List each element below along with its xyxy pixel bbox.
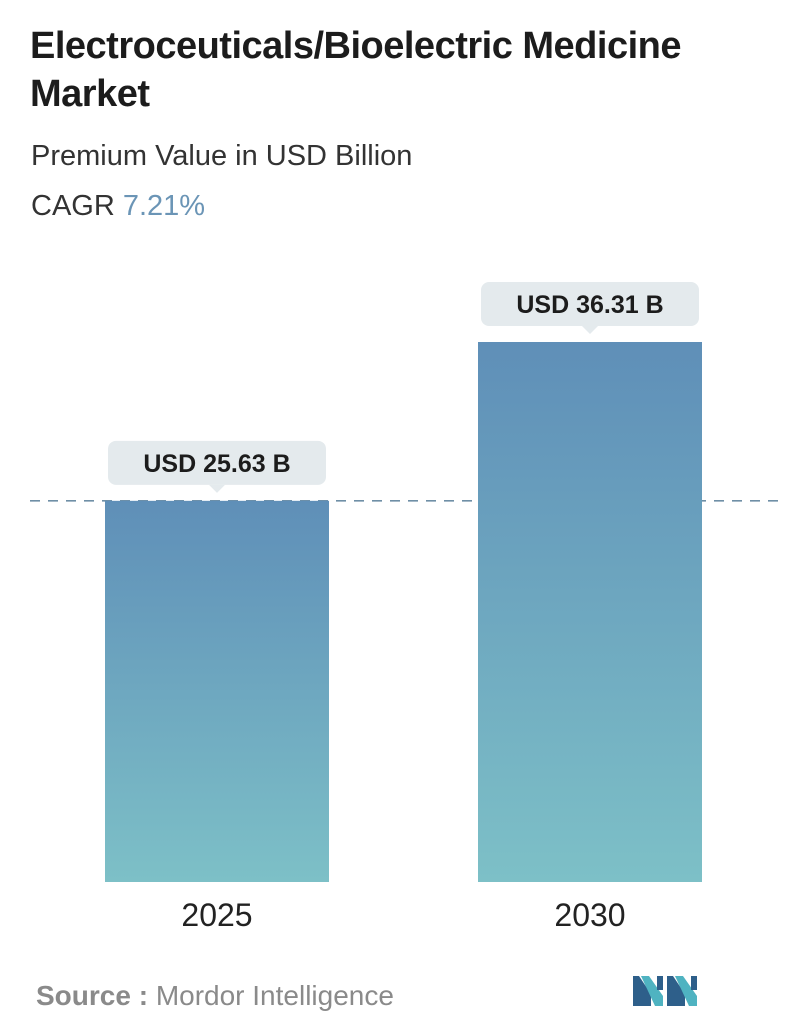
data-label-text: USD 25.63 B bbox=[143, 450, 290, 478]
data-label-pointer bbox=[209, 484, 225, 493]
data-label-bg bbox=[481, 282, 699, 326]
cagr-line: CAGR 7.21% bbox=[31, 190, 205, 223]
data-label-bg bbox=[108, 440, 326, 485]
source-label: Source : bbox=[36, 980, 149, 1011]
bar-chart: USD 25.63 B USD 36.31 B 2025 2030 bbox=[30, 282, 782, 933]
mordor-intelligence-logo-icon bbox=[633, 976, 697, 1006]
bar-2025 bbox=[105, 500, 329, 882]
x-tick-label-2030: 2030 bbox=[554, 897, 625, 933]
cagr-value: 7.21% bbox=[122, 190, 206, 222]
bar-2030 bbox=[478, 342, 702, 882]
x-tick-label-2025: 2025 bbox=[181, 897, 252, 933]
chart-title: Electroceuticals/Bioelectric Medicine Ma… bbox=[30, 25, 682, 115]
source-value: Mordor Intelligence bbox=[155, 980, 394, 1011]
data-label-2030: USD 36.31 B bbox=[481, 282, 699, 334]
data-label-text: USD 36.31 B bbox=[516, 291, 663, 319]
data-label-pointer bbox=[582, 326, 598, 334]
source-line: Source : Mordor Intelligence bbox=[36, 980, 394, 1012]
data-label-2025: USD 25.63 B bbox=[108, 440, 326, 493]
cagr-label: CAGR bbox=[31, 190, 115, 222]
chart-subtitle: Premium Value in USD Billion bbox=[31, 140, 413, 172]
